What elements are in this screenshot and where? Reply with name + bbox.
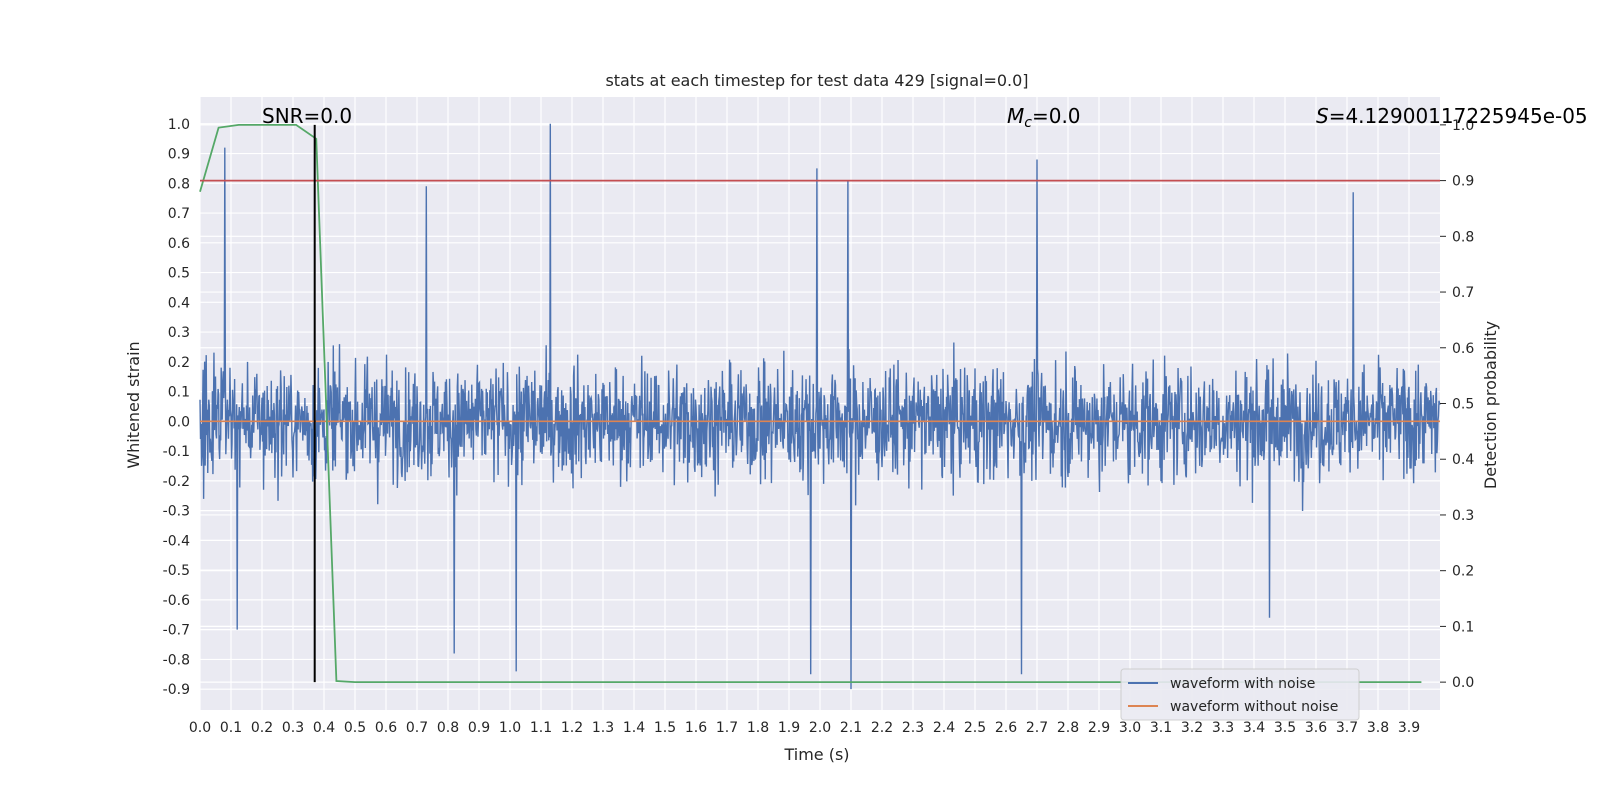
x-tick-label: 2.6 [995, 720, 1017, 736]
x-tick-label: 2.3 [902, 720, 924, 736]
x-tick-label: 0.9 [468, 720, 490, 736]
x-tick-label: 0.8 [437, 720, 459, 736]
x-tick-label: 3.1 [1150, 720, 1172, 736]
y-tick-label: -0.9 [163, 682, 190, 698]
x-tick-label: 1.9 [778, 720, 800, 736]
y-tick-label: 0.0 [168, 414, 190, 430]
x-tick-label: 0.6 [375, 720, 397, 736]
y2-tick-label: 0.7 [1452, 285, 1474, 301]
y2-tick-label: 0.1 [1452, 619, 1474, 635]
y2-axis-label: Detection probability [1481, 321, 1500, 489]
x-tick-label: 1.7 [716, 720, 738, 736]
y-tick-label: 0.1 [168, 385, 190, 401]
legend: waveform with noise waveform without noi… [1120, 668, 1360, 721]
y-tick-label: -0.6 [163, 593, 190, 609]
y-axis-label: Whitened strain [124, 341, 143, 468]
x-tick-label: 3.4 [1243, 720, 1265, 736]
x-tick-label: 3.2 [1181, 720, 1203, 736]
x-tick-label: 0.7 [406, 720, 428, 736]
s-annotation: S=4.12900117225945e-05 [1316, 104, 1588, 128]
x-tick-label: 1.1 [530, 720, 552, 736]
x-tick-label: 2.7 [1026, 720, 1048, 736]
x-tick-label: 1.5 [654, 720, 676, 736]
x-tick-label: 2.2 [871, 720, 893, 736]
x-tick-label: 3.0 [1119, 720, 1141, 736]
y-tick-label: 0.7 [168, 206, 190, 222]
y-tick-label: -0.2 [163, 474, 190, 490]
y2-tick-label: 0.8 [1452, 229, 1474, 245]
noise-waveform-line [199, 123, 1441, 690]
y2-tick-label: 0.3 [1452, 508, 1474, 524]
x-tick-label: 1.8 [747, 720, 769, 736]
x-tick-label: 2.4 [933, 720, 955, 736]
y-tick-label: -0.8 [163, 652, 190, 668]
x-tick-label: 2.8 [1057, 720, 1079, 736]
y2-tick-label: 0.5 [1452, 397, 1474, 413]
snr-annotation: SNR=0.0 [262, 104, 352, 128]
y-tick-label: 0.8 [168, 176, 190, 192]
y-tick-label: -0.4 [163, 533, 190, 549]
x-tick-label: 1.3 [592, 720, 614, 736]
x-tick-label: 0.0 [189, 720, 211, 736]
y-axis-ticks: 1.0 0.9 0.8 0.7 0.6 0.5 0.4 0.3 0.2 0.1 0.0 -0.1 -0.… [163, 117, 190, 698]
y2-tick-label: 0.9 [1452, 174, 1474, 190]
x-tick-label: 0.3 [282, 720, 304, 736]
y-tick-label: 1.0 [168, 117, 190, 133]
x-tick-label: 1.6 [685, 720, 707, 736]
x-tick-label: 1.2 [561, 720, 583, 736]
x-tick-label: 3.6 [1305, 720, 1327, 736]
x-tick-label: 1.4 [623, 720, 645, 736]
series-detection-probability [199, 123, 1422, 684]
y2-tick-label: 1.0 [1452, 118, 1474, 134]
x-axis-label: Time (s) [783, 745, 849, 764]
y-tick-label: -0.5 [163, 563, 190, 579]
x-tick-label: 0.1 [220, 720, 242, 736]
y2-tick-label: 0.4 [1452, 452, 1474, 468]
chart-title: stats at each timestep for test data 429… [605, 71, 1028, 90]
x-tick-label: 3.9 [1398, 720, 1420, 736]
y2-axis-ticks: 1.0 0.9 0.8 0.7 0.6 0.5 0.4 0.3 0.2 0.1 0.0 [1440, 118, 1474, 691]
x-tick-label: 0.2 [251, 720, 273, 736]
x-tick-label: 2.5 [964, 720, 986, 736]
x-tick-label: 3.8 [1367, 720, 1389, 736]
x-tick-label: 1.0 [499, 720, 521, 736]
y-tick-label: -0.3 [163, 504, 190, 520]
series-waveform-with-noise [199, 123, 1441, 690]
x-tick-label: 0.4 [313, 720, 335, 736]
x-tick-label: 3.3 [1212, 720, 1234, 736]
legend-label-clean: waveform without noise [1170, 699, 1338, 715]
y-tick-label: 0.9 [168, 147, 190, 163]
legend-box [1120, 668, 1360, 721]
y-tick-label: 0.4 [168, 295, 190, 311]
x-tick-label: 3.7 [1336, 720, 1358, 736]
y2-tick-label: 0.6 [1452, 341, 1474, 357]
x-tick-label: 3.5 [1274, 720, 1296, 736]
y-tick-label: 0.5 [168, 266, 190, 282]
markers [200, 124, 1440, 683]
x-tick-label: 0.5 [344, 720, 366, 736]
chirp-mass-annotation: Mc=0.0 [1007, 104, 1081, 131]
x-tick-label: 2.1 [840, 720, 862, 736]
y-tick-label: 0.2 [168, 355, 190, 371]
y-tick-label: 0.6 [168, 236, 190, 252]
y2-tick-label: 0.0 [1452, 675, 1474, 691]
x-tick-label: 2.0 [809, 720, 831, 736]
y-tick-label: 0.3 [168, 325, 190, 341]
y-tick-label: -0.1 [163, 444, 190, 460]
y2-tick-label: 0.2 [1452, 564, 1474, 580]
x-tick-label: 2.9 [1088, 720, 1110, 736]
y-tick-label: -0.7 [163, 623, 190, 639]
legend-label-noise: waveform with noise [1170, 676, 1315, 692]
x-axis-ticks: 0.0 0.1 0.2 0.3 0.4 0.5 0.6 0.7 0.8 0.9 1.0 1.1 1.2 1… [189, 720, 1420, 736]
